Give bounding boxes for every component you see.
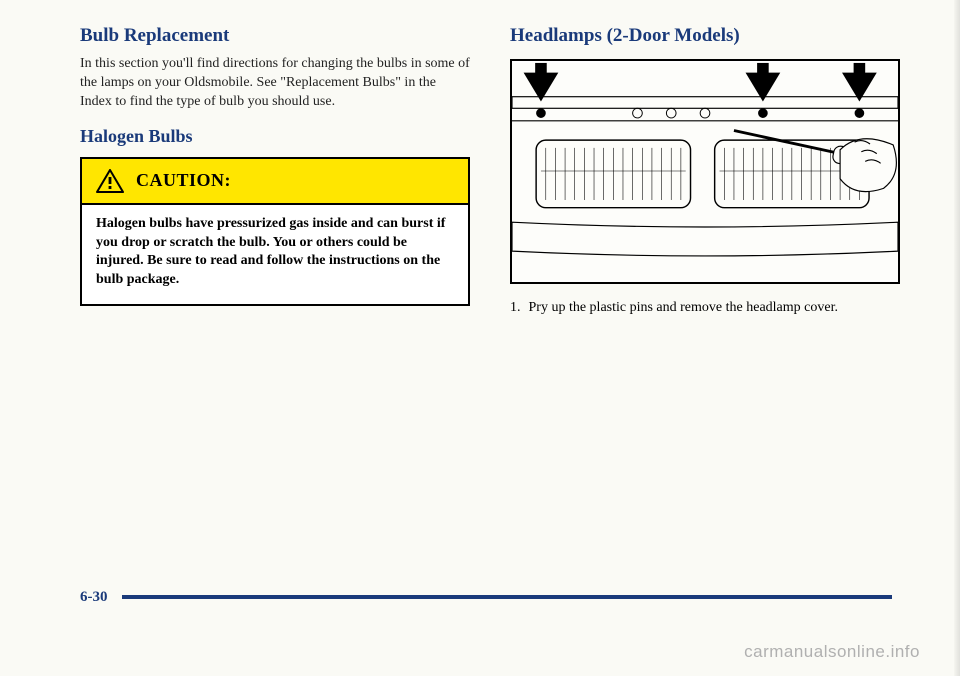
footer-rule — [122, 595, 892, 599]
section-heading: Bulb Replacement — [80, 25, 470, 47]
headlamp-illustration — [510, 59, 900, 284]
instruction-list: 1. Pry up the plastic pins and remove th… — [510, 298, 900, 318]
subsection-heading: Halogen Bulbs — [80, 126, 470, 147]
warning-triangle-icon — [96, 169, 124, 193]
watermark-text: carmanualsonline.info — [744, 642, 920, 662]
step-text: Pry up the plastic pins and remove the h… — [529, 298, 838, 318]
engine-bay-drawing — [512, 61, 898, 282]
intro-paragraph: In this section you'll find directions f… — [80, 55, 470, 112]
caution-body-text: Halogen bulbs have pressurized gas insid… — [82, 205, 468, 305]
page-footer: 6-30 — [80, 588, 910, 606]
step-number: 1. — [510, 298, 521, 318]
caution-header: CAUTION: — [82, 159, 468, 205]
page-shadow — [954, 0, 960, 676]
caution-label: CAUTION: — [136, 170, 231, 191]
list-item: 1. Pry up the plastic pins and remove th… — [510, 298, 900, 318]
right-column: Headlamps (2-Door Models) — [510, 25, 900, 318]
caution-box: CAUTION: Halogen bulbs have pressurized … — [80, 157, 470, 307]
manual-page: Bulb Replacement In this section you'll … — [0, 0, 960, 676]
section-heading-right: Headlamps (2-Door Models) — [510, 25, 900, 47]
two-column-layout: Bulb Replacement In this section you'll … — [80, 25, 900, 318]
left-column: Bulb Replacement In this section you'll … — [80, 25, 470, 318]
page-number: 6-30 — [80, 589, 108, 606]
